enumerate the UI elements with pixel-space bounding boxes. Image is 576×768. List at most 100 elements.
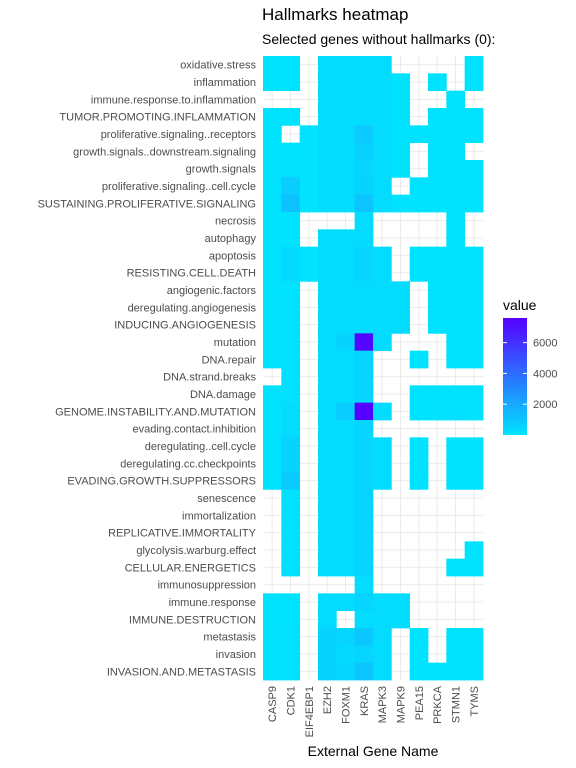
heatmap-cell xyxy=(373,437,392,456)
heatmap-cell xyxy=(336,506,356,525)
heatmap-cell xyxy=(281,177,301,196)
heatmap-cell xyxy=(336,558,356,577)
heatmap-cell xyxy=(446,454,466,473)
heatmap-cell xyxy=(373,610,392,629)
heatmap-cell xyxy=(336,177,356,196)
heatmap-cell xyxy=(318,125,337,144)
heatmap-cell xyxy=(336,472,356,490)
heatmap-cell xyxy=(354,454,374,473)
heatmap-cell xyxy=(446,402,466,421)
heatmap-cell xyxy=(336,368,356,386)
heatmap-cell xyxy=(446,142,466,161)
heatmap-cell xyxy=(281,558,301,577)
heatmap-cell xyxy=(464,298,484,317)
heatmap-cell xyxy=(318,628,337,646)
x-tick-label: PEA15 xyxy=(414,686,426,720)
y-tick-label: senescence xyxy=(197,493,256,505)
heatmap-cell xyxy=(373,56,392,74)
heatmap-cell xyxy=(281,73,301,92)
heatmap-cell xyxy=(464,437,484,456)
heatmap-cell xyxy=(373,333,392,352)
heatmap-cell xyxy=(446,662,466,681)
heatmap-cell xyxy=(354,506,374,525)
heatmap-cell xyxy=(318,437,337,456)
heatmap-cell xyxy=(464,333,484,352)
heatmap-cell xyxy=(299,194,319,213)
heatmap-cell xyxy=(281,56,301,74)
x-tick-label: MAPK3 xyxy=(377,686,389,723)
heatmap-cell xyxy=(299,177,319,196)
heatmap-cell xyxy=(263,246,282,265)
heatmap-cell xyxy=(354,194,374,213)
heatmap-cell xyxy=(318,56,337,74)
heatmap-cell xyxy=(336,264,356,282)
heatmap-cell xyxy=(464,628,484,646)
heatmap-cell xyxy=(336,160,356,178)
legend-tick-label: 2000 xyxy=(533,399,557,411)
heatmap-cell xyxy=(373,194,392,213)
heatmap-cell xyxy=(318,558,337,577)
heatmap-cell xyxy=(336,524,356,542)
chart-subtitle: Selected genes without hallmarks (0): xyxy=(262,31,496,47)
heatmap-cell xyxy=(354,212,374,230)
x-tick-label: KRAS xyxy=(359,686,371,716)
heatmap-cell xyxy=(281,610,301,629)
heatmap-cell xyxy=(263,298,282,317)
heatmap-cell xyxy=(281,472,301,490)
heatmap-cell xyxy=(464,385,484,404)
heatmap-cell xyxy=(318,402,337,421)
heatmap-cell xyxy=(354,420,374,438)
heatmap-cell xyxy=(373,264,392,282)
heatmap-cell xyxy=(336,350,356,369)
heatmap-cell xyxy=(318,524,337,542)
heatmap-cell xyxy=(281,316,301,334)
heatmap-cell xyxy=(464,662,484,681)
heatmap-cell xyxy=(373,454,392,473)
heatmap-cell xyxy=(263,316,282,334)
heatmap-cell xyxy=(281,350,301,369)
x-tick-label: EZH2 xyxy=(322,686,334,714)
chart-title: Hallmarks heatmap xyxy=(262,5,409,24)
heatmap-cell xyxy=(318,160,337,178)
heatmap-cell xyxy=(464,645,484,664)
legend-colorbar xyxy=(503,318,527,435)
heatmap-cell xyxy=(336,385,356,404)
heatmap-cell xyxy=(354,177,374,196)
heatmap-cell xyxy=(318,593,337,612)
legend-tick-label: 4000 xyxy=(533,368,557,380)
y-tick-label: inflammation xyxy=(194,77,256,89)
heatmap-cell xyxy=(373,125,392,144)
heatmap-cell xyxy=(263,610,282,629)
heatmap-cell xyxy=(281,437,301,456)
heatmap-cell xyxy=(391,593,411,612)
heatmap-cell xyxy=(373,142,392,161)
heatmap-cell xyxy=(318,298,337,317)
heatmap-cell xyxy=(281,194,301,213)
heatmap-cell xyxy=(428,142,447,161)
heatmap-cell xyxy=(354,628,374,646)
heatmap-cell xyxy=(263,56,282,74)
x-tick-label: EIF4EBP1 xyxy=(304,686,316,737)
heatmap-cell xyxy=(354,350,374,369)
heatmap-cell xyxy=(354,264,374,282)
heatmap-cell xyxy=(446,160,466,178)
heatmap-cell xyxy=(409,402,429,421)
heatmap-cell xyxy=(446,350,466,369)
heatmap-cell xyxy=(464,264,484,282)
heatmap-cell xyxy=(354,316,374,334)
heatmap-cell xyxy=(354,160,374,178)
y-tick-label: mutation xyxy=(214,337,256,349)
legend-title: value xyxy=(503,297,537,313)
heatmap-cell xyxy=(263,108,282,126)
heatmap-cell xyxy=(354,385,374,404)
heatmap-cell xyxy=(446,316,466,334)
heatmap-cell xyxy=(464,558,484,577)
heatmap-cell xyxy=(263,333,282,352)
x-tick-label: PRKCA xyxy=(432,685,444,724)
heatmap-cell xyxy=(263,454,282,473)
y-tick-label: DNA.strand.breaks xyxy=(163,372,256,384)
heatmap-cell xyxy=(409,385,429,404)
heatmap-cell xyxy=(318,420,337,438)
y-tick-label: IMMUNE.DESTRUCTION xyxy=(129,614,256,626)
